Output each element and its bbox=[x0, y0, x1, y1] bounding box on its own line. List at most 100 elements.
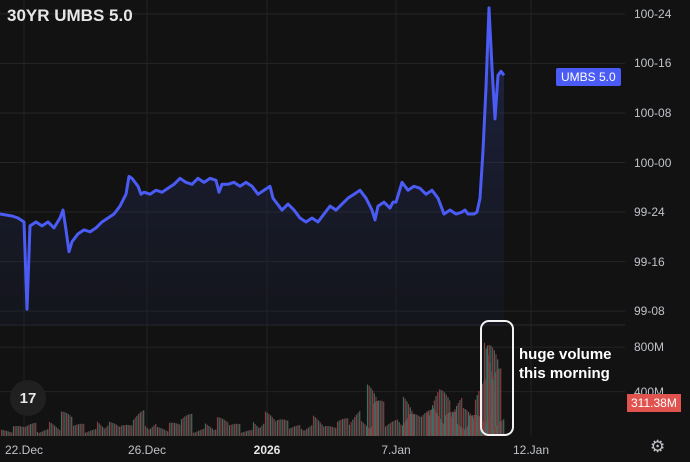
volume-bar bbox=[400, 424, 402, 436]
volume-bar bbox=[406, 401, 408, 436]
volume-bar bbox=[360, 421, 363, 436]
volume-bar bbox=[100, 425, 102, 436]
volume-bar bbox=[440, 389, 442, 436]
volume-bar bbox=[402, 425, 404, 436]
volume-bar bbox=[249, 430, 251, 436]
volume-bar bbox=[486, 345, 489, 436]
volume-bar bbox=[442, 390, 444, 436]
volume-bar bbox=[424, 413, 426, 436]
volume-bar bbox=[302, 430, 304, 436]
volume-bar bbox=[210, 427, 212, 436]
volume-bar bbox=[278, 419, 280, 436]
volume-bar bbox=[122, 425, 124, 436]
price-tick-label: 100-24 bbox=[634, 6, 672, 21]
volume-bar bbox=[498, 423, 500, 436]
volume-bar bbox=[280, 419, 282, 436]
volume-bar bbox=[343, 418, 345, 436]
volume-bar bbox=[242, 432, 244, 436]
volume-bar bbox=[93, 429, 95, 436]
volume-bar bbox=[456, 423, 459, 436]
volume-bar bbox=[366, 426, 368, 436]
volume-bar bbox=[144, 426, 147, 436]
volume-bar bbox=[239, 423, 241, 436]
volume-bar bbox=[138, 413, 140, 436]
volume-bar bbox=[30, 424, 32, 436]
volume-bar bbox=[411, 410, 413, 436]
volume-bar bbox=[426, 411, 428, 436]
current-volume-tag: 311.38M bbox=[627, 394, 681, 412]
tradingview-logo-icon[interactable]: 17 bbox=[10, 380, 46, 416]
volume-bar bbox=[208, 425, 210, 436]
volume-bar bbox=[220, 417, 222, 436]
volume-bar bbox=[160, 428, 162, 436]
volume-bar bbox=[391, 421, 393, 436]
volume-bar bbox=[28, 424, 30, 436]
volume-bar bbox=[464, 408, 466, 436]
volume-bar bbox=[462, 428, 464, 436]
gear-icon[interactable]: ⚙ bbox=[650, 437, 666, 456]
volume-bar bbox=[103, 428, 105, 436]
volume-bar bbox=[21, 426, 23, 436]
volume-bar bbox=[437, 392, 439, 436]
volume-bar bbox=[376, 401, 378, 436]
volume-bar bbox=[199, 430, 201, 436]
volume-bar bbox=[74, 425, 76, 436]
volume-bar bbox=[134, 417, 136, 436]
volume-bar bbox=[342, 419, 344, 436]
volume-bar bbox=[206, 424, 208, 436]
volume-bar bbox=[90, 430, 92, 436]
volume-bar bbox=[316, 418, 318, 436]
volume-bar bbox=[287, 420, 289, 436]
chart-title: 30YR UMBS 5.0 bbox=[7, 6, 133, 25]
volume-bar bbox=[300, 428, 303, 436]
volume-bar bbox=[491, 378, 493, 436]
price-tick-label: 99-24 bbox=[634, 205, 665, 220]
volume-bar bbox=[371, 426, 373, 436]
volume-bar bbox=[369, 428, 371, 436]
volume-bar bbox=[370, 387, 372, 436]
volume-bar bbox=[290, 427, 292, 436]
price-tick-label: 99-08 bbox=[634, 304, 665, 319]
volume-bar bbox=[232, 424, 234, 436]
volume-bar bbox=[218, 417, 220, 436]
volume-bar bbox=[450, 412, 452, 436]
volume-bar bbox=[381, 400, 383, 436]
volume-bar bbox=[172, 422, 174, 436]
volume-bar bbox=[478, 390, 480, 436]
volume-bar bbox=[306, 428, 308, 436]
volume-bar bbox=[179, 424, 181, 436]
volume-bar bbox=[413, 414, 415, 436]
volume-bar bbox=[348, 424, 351, 436]
volume-bar bbox=[83, 423, 85, 436]
volume-bar bbox=[33, 423, 35, 436]
volume-bar bbox=[405, 420, 407, 436]
volume-bar bbox=[264, 411, 267, 436]
volume-bar bbox=[359, 411, 361, 436]
volume-bar bbox=[168, 422, 171, 436]
volume-bar bbox=[368, 385, 370, 436]
time-tick-label: 22.Dec bbox=[4, 443, 44, 457]
volume-bar bbox=[31, 423, 33, 436]
logo-text: 17 bbox=[19, 389, 37, 407]
volume-bar bbox=[319, 422, 321, 436]
volume-bar bbox=[292, 427, 294, 436]
volume-bar bbox=[496, 370, 498, 436]
volume-bar bbox=[247, 430, 249, 436]
price-tick-label: 99-16 bbox=[634, 254, 665, 269]
volume-bar bbox=[417, 415, 419, 436]
volume-bar bbox=[412, 413, 414, 436]
volume-bar bbox=[186, 415, 188, 436]
volume-bar bbox=[246, 431, 248, 436]
volume-bar bbox=[475, 415, 477, 436]
volume-bar bbox=[26, 425, 28, 436]
volume-bar bbox=[251, 429, 253, 436]
volume-bar bbox=[184, 416, 186, 436]
volume-bar bbox=[364, 424, 366, 436]
volume-bar bbox=[54, 425, 56, 436]
volume-bar bbox=[429, 409, 431, 436]
volume-bar bbox=[64, 412, 66, 436]
volume-bar bbox=[72, 425, 75, 436]
volume-bar bbox=[468, 416, 471, 436]
volume-bar bbox=[438, 415, 440, 436]
volume-bar bbox=[273, 419, 275, 436]
